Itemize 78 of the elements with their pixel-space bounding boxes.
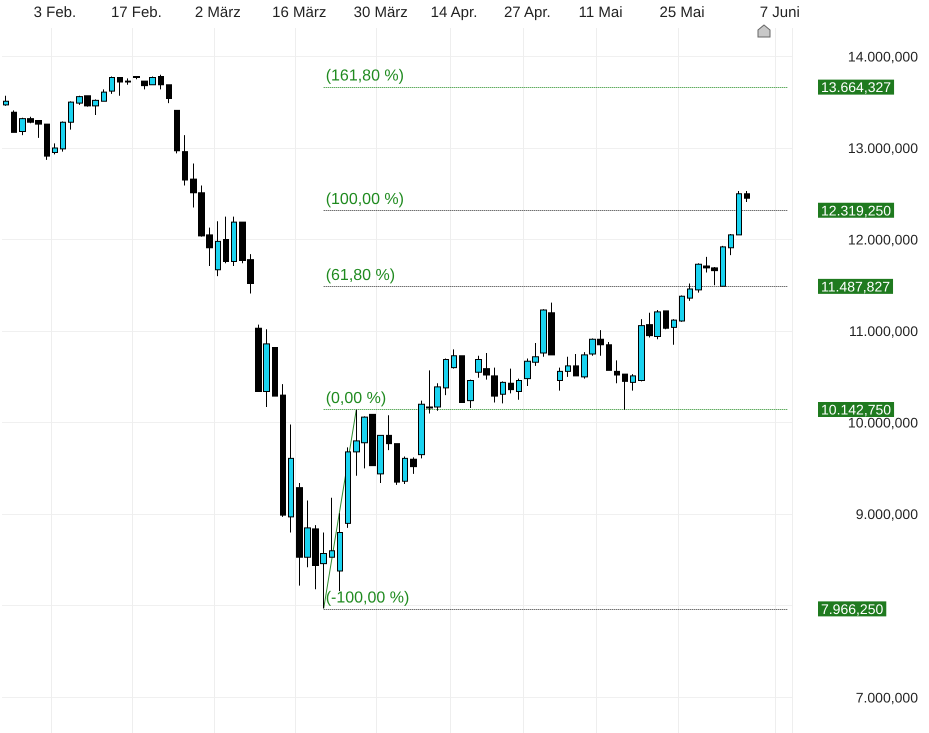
candlestick — [386, 414, 392, 451]
x-tick-label: 3 Feb. — [34, 4, 76, 21]
x-tick-label: 27 Apr. — [504, 4, 551, 21]
candlestick — [581, 352, 588, 380]
ref-line-label: 13.664,327 — [821, 79, 892, 96]
candlestick — [52, 142, 58, 155]
x-tick-label: 14 Apr. — [430, 4, 478, 21]
candlestick — [3, 95, 9, 106]
y-tick-label: 11.000,000 — [848, 323, 918, 340]
annotation: (100,00 %) — [326, 190, 404, 208]
candlestick — [11, 110, 17, 133]
y-tick-label: 13.000,000 — [848, 140, 918, 156]
candlestick — [557, 367, 563, 392]
candlestick — [101, 88, 107, 102]
candlestick — [622, 374, 628, 410]
annotation: (61,80 %) — [326, 266, 396, 284]
x-tick-label: 2 März — [194, 4, 241, 21]
y-tick-label: 9.000,000 — [856, 506, 918, 522]
ref-line-label: 10.142,750 — [821, 402, 892, 418]
candlestick — [109, 76, 115, 94]
candlestick — [573, 353, 579, 376]
candlestick — [516, 378, 522, 400]
candlestick — [663, 310, 669, 330]
candlestick — [44, 124, 50, 160]
candlestick — [158, 74, 164, 90]
candlestick — [687, 282, 693, 302]
candlestick — [410, 456, 417, 474]
candlestick — [459, 355, 465, 403]
candlestick — [671, 318, 677, 346]
candlestick — [117, 76, 123, 96]
candlestick — [133, 76, 140, 80]
candlestick — [288, 424, 294, 533]
candlestick — [679, 294, 685, 322]
candlestick — [125, 78, 131, 86]
candlestick — [508, 368, 514, 394]
candlestick — [329, 497, 335, 558]
candlestick — [630, 374, 636, 392]
x-tick-label: 16 März — [272, 4, 326, 21]
candlestick — [443, 358, 449, 396]
x-tick-label: 11 Mai — [578, 4, 623, 21]
y-tick-label: 7.000,000 — [856, 689, 918, 706]
candlestick — [467, 379, 474, 408]
candlestick — [174, 110, 180, 154]
x-tick-label: 7 Juni — [760, 4, 800, 21]
candlestick — [223, 216, 229, 264]
candlestick — [345, 446, 351, 528]
candlestick — [720, 245, 726, 287]
candlestick — [337, 512, 343, 592]
candlestick — [491, 367, 498, 403]
candlestick — [182, 134, 188, 186]
candlestick — [280, 384, 286, 518]
ref-line-label: 11.487,827 — [821, 278, 890, 294]
candlestick — [394, 443, 400, 486]
y-tick-label: 12.000,000 — [848, 232, 918, 248]
candlestick — [614, 360, 620, 384]
candlestick — [231, 216, 237, 267]
candlestick — [68, 100, 74, 130]
candlestick — [451, 348, 457, 370]
x-tick-label: 30 März — [354, 4, 408, 21]
candlestick — [60, 120, 66, 152]
x-tick-label: 17 Feb. — [110, 4, 162, 21]
annotation: (161,80 %) — [326, 68, 404, 85]
candlestick — [166, 84, 172, 104]
ref-line-label: 12.319,250 — [821, 202, 892, 218]
annotation: (0,00 %) — [326, 390, 386, 408]
candlestick — [402, 456, 408, 484]
candlestick — [606, 342, 612, 371]
candlestick — [744, 190, 750, 202]
x-tick-label: 25 Mai — [660, 4, 705, 21]
candlestick — [215, 220, 221, 277]
annotation: (-100,00 %) — [326, 589, 410, 606]
candlestick — [565, 356, 571, 378]
candlestick — [728, 234, 734, 256]
candlestick — [736, 190, 742, 236]
ref-line-label: 7.966,250 — [821, 600, 884, 617]
candlestick — [272, 347, 278, 397]
y-tick-label: 14.000,000 — [848, 48, 918, 64]
candlestick — [500, 380, 506, 404]
